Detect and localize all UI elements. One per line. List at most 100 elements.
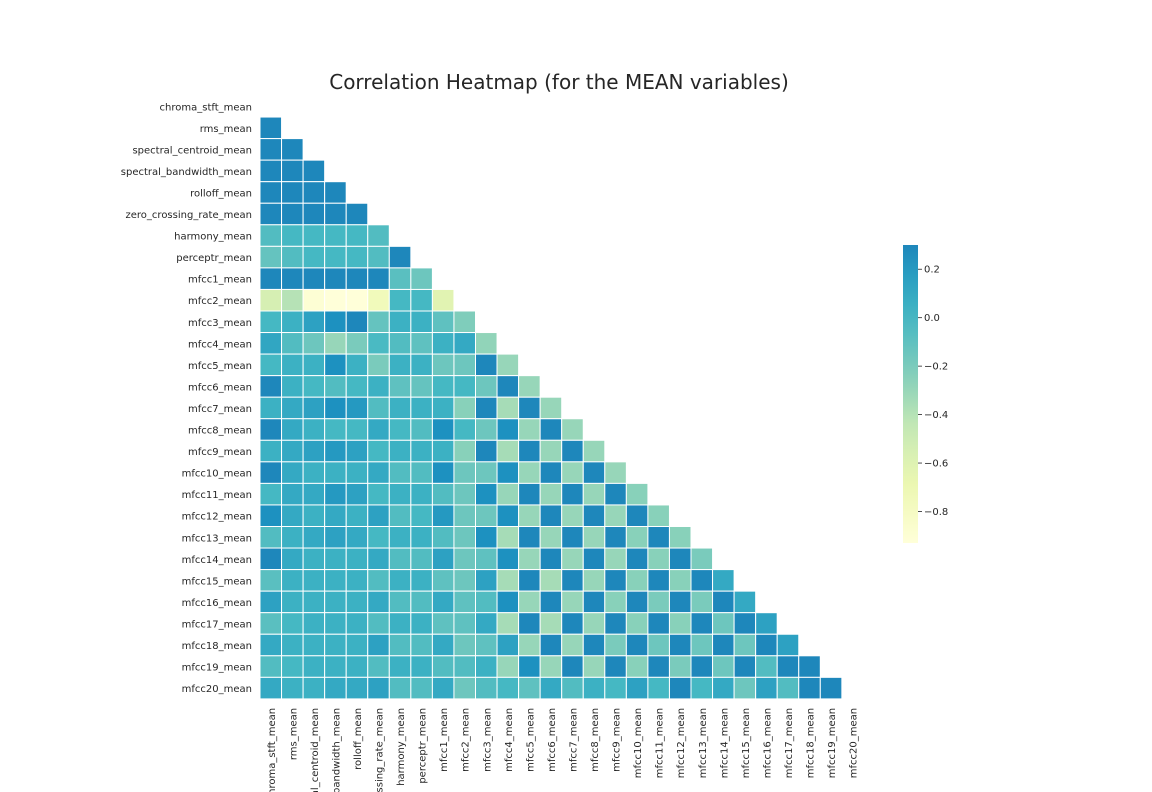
heatmap-cell [582,482,606,506]
y-tick-label: mfcc14_mean [182,555,252,566]
heatmap-cell [367,526,390,549]
heatmap-cell [475,547,498,571]
heatmap-cell [647,504,670,528]
heatmap-cell [733,633,757,657]
colorbar-tick-label: −0.8 [924,507,948,518]
heatmap-cell [281,504,304,528]
heatmap-cell [302,633,326,657]
heatmap-cell [453,633,477,657]
heatmap-cell [345,202,369,226]
heatmap-cell [388,526,412,549]
heatmap-cell [410,375,433,398]
heatmap-cell [302,181,326,204]
heatmap-cell [259,569,283,592]
heatmap-cell [367,396,390,420]
heatmap-cell [281,676,304,700]
heatmap-cell [518,655,541,678]
heatmap-cell [302,245,326,269]
heatmap-cell [604,569,627,592]
heatmap-cell [625,612,649,635]
heatmap-cell [281,633,304,657]
heatmap-cell [324,202,347,226]
heatmap-cell [690,547,714,571]
heatmap-cell [345,504,369,528]
heatmap-cell [324,504,347,528]
heatmap-cell [302,482,326,506]
heatmap-cell [647,590,670,614]
colorbar-tick-label: 0.0 [924,313,940,324]
x-tick-label: mfcc18_mean [806,708,817,778]
heatmap-cell [324,375,347,398]
heatmap-cell [475,676,498,700]
heatmap-cell [259,590,283,614]
heatmap-cell [496,375,520,398]
heatmap-cell [668,612,692,635]
heatmap-cell [518,418,541,441]
x-tick-label: mfcc14_mean [719,708,730,778]
heatmap-cell [388,353,412,377]
x-tick-label: rolloff_mean [353,708,364,770]
heatmap-cell [625,547,649,571]
heatmap-cell [431,547,455,571]
heatmap-cell [475,375,498,398]
heatmap-cell [367,332,390,355]
x-tick-label: mfcc10_mean [633,708,644,778]
heatmap-cell [410,676,433,700]
x-tick-label: mfcc4_mean [504,708,515,772]
heatmap-cell [281,439,304,463]
heatmap-cell [604,526,627,549]
heatmap-cell [324,396,347,420]
heatmap-cell [496,633,520,657]
y-tick-label: rms_mean [200,124,252,135]
heatmap-cell [410,310,433,334]
heatmap-cell [410,547,433,571]
heatmap-cell [539,655,563,678]
heatmap-cell [302,655,326,678]
heatmap-cell [388,569,412,592]
heatmap-cell [561,569,584,592]
heatmap-cell [345,612,369,635]
heatmap-cell [431,655,455,678]
heatmap-cell [367,245,390,269]
heatmap-cell [712,633,735,657]
heatmap-cell [388,396,412,420]
heatmap-cell [259,116,283,140]
y-tick-label: mfcc19_mean [182,663,252,674]
heatmap-cell [582,526,606,549]
x-tick-label: mfcc8_mean [590,708,601,772]
y-tick-label: rolloff_mean [190,188,252,199]
heatmap-cell [410,590,433,614]
y-tick-label: mfcc4_mean [188,339,252,350]
heatmap-cell [410,353,433,377]
heatmap-cell [345,396,369,420]
heatmap-cell [475,332,498,355]
heatmap-cell [755,676,778,700]
y-tick-label: mfcc9_mean [188,447,252,458]
heatmap-cell [668,655,692,678]
heatmap-cell [496,676,520,700]
heatmap-cell [668,569,692,592]
heatmap-cell [281,288,304,312]
x-tick-label: perceptr_mean [418,708,429,784]
heatmap-cell [367,569,390,592]
heatmap-cell [647,526,670,549]
heatmap-cell [281,310,304,334]
x-tick-label: mfcc19_mean [827,708,838,778]
heatmap-cell [259,676,283,700]
heatmap-cell [518,590,541,614]
heatmap-cell [410,569,433,592]
colorbar-tick-label: −0.4 [924,410,948,421]
heatmap-cell [475,569,498,592]
heatmap-cell [518,526,541,549]
heatmap-cell [410,526,433,549]
heatmap-cell [539,418,563,441]
heatmap-cell [302,353,326,377]
y-tick-label: mfcc6_mean [188,382,252,393]
y-tick-labels: chroma_stft_mean rms_mean spectral_centroi… [121,102,252,695]
heatmap-cell [475,418,498,441]
heatmap-cell [388,375,412,398]
heatmap-cell [302,310,326,334]
heatmap-cell [712,612,735,635]
heatmap-cell [582,569,606,592]
heatmap-cell [345,633,369,657]
